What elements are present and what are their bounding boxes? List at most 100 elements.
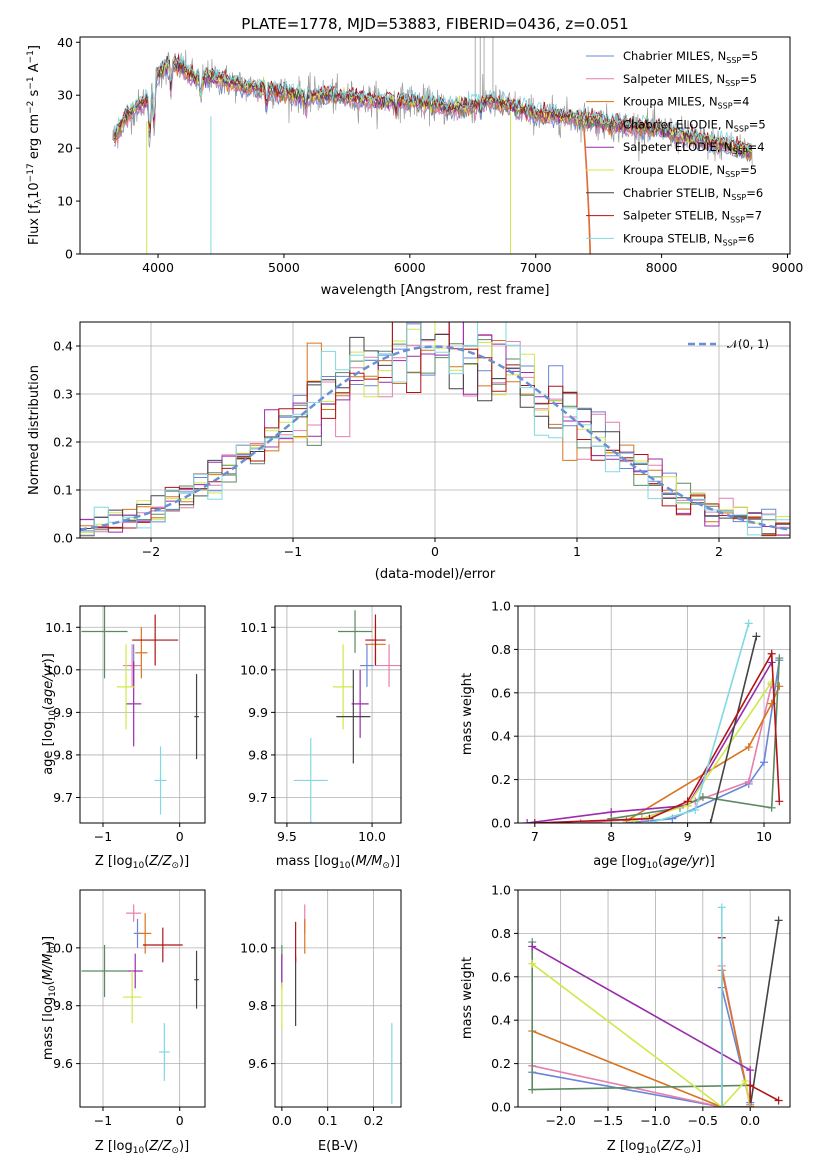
p5-marker-kroupa-stelib <box>645 819 654 823</box>
p2-ytick-label: 0.3 <box>53 387 73 402</box>
p5-ytick-label: 0.2 <box>491 772 511 787</box>
spectrum-title: PLATE=1778, MJD=53883, FIBERID=0436, z=0… <box>241 15 628 33</box>
p4-ytick-label: 9.7 <box>248 790 268 805</box>
age-metallicity-ylabel-main: age [log <box>41 722 56 775</box>
p8-marker-salpeter-stelib <box>746 1081 755 1090</box>
spectrum-frame <box>79 36 791 255</box>
spectrum-legend: Chabrier MILES, NSSP=5 Salpeter MILES, NS… <box>586 49 766 247</box>
p8-marker-kroupa-stelib <box>717 903 726 912</box>
p1-xtick-label: 9000 <box>772 260 804 275</box>
p4-ytick-label: 9.8 <box>248 747 268 762</box>
p4-ytick-label: 10.1 <box>240 620 268 635</box>
p8-ytick-label: 0.0 <box>491 1100 511 1115</box>
p1-ytick-label: 0 <box>65 247 73 262</box>
mass-metallicity-ylabel-main: mass [log <box>41 997 56 1060</box>
age-metallicity-xlabel: Z [log10(Z/Z⊙)] <box>95 854 189 871</box>
histogram-xlabel: (data-model)/error <box>375 567 496 582</box>
p7-xtick-label: 0.2 <box>364 1113 384 1128</box>
mass-vs-extinction-panel: 0.0 0.1 0.2 9.6 9.8 10.0 E(B-V) <box>240 889 402 1154</box>
weight-age-ylabel: mass weight <box>460 673 475 755</box>
spectrum-xlabel: wavelength [Angstrom, rest frame] <box>321 283 550 298</box>
p4-ytick-label: 10.0 <box>240 662 268 677</box>
p8-marker-kroupa-stelib <box>717 1103 726 1107</box>
model-kroupa-stelib <box>113 55 753 152</box>
p5-ytick-label: 0.0 <box>491 816 511 831</box>
weight-age-xlabel-main: age [log <box>593 854 646 869</box>
p1-xtick-label: 5000 <box>268 260 300 275</box>
legend-label-chabrier-elodie: Chabrier ELODIE, NSSP=5 <box>623 117 766 133</box>
mass-metallicity-frame <box>79 889 206 1108</box>
weight-metallicity-xlabel: Z [log10(Z/Z⊙)] <box>607 1139 701 1156</box>
p5-marker-chabrier-elodie <box>698 792 707 801</box>
p5-marker-salpeter-miles <box>744 777 753 786</box>
p8-marker-salpeter-stelib <box>774 1096 783 1105</box>
mass-weight-vs-age-panel: 7 8 9 10 0.0 0.2 0.4 0.6 0.8 1.0 age [log10(age/y… <box>460 599 791 871</box>
p5-xtick-label: 7 <box>531 829 539 844</box>
p8-xtick-label: −2.0 <box>545 1113 575 1128</box>
mass-metallicity-xlabel: Z [log10(Z/Z⊙)] <box>95 1139 189 1156</box>
histogram-chabrier-elodie <box>80 339 790 537</box>
spectrum-ylabel: Flux [fλ10−17 erg cm−2 s−1 A−1] <box>26 45 44 245</box>
histogram-chabrier-stelib <box>80 322 790 535</box>
p5-xtick-label: 8 <box>607 829 615 844</box>
weight-age-frame <box>517 605 791 824</box>
age-vs-mass-panel: 9.5 10.0 9.7 9.8 9.9 10.0 10.1 mass [log10(M/M… <box>240 605 402 871</box>
p5-marker-kroupa-miles <box>775 682 784 691</box>
weight-age-xlabel: age [log10(age/yr)] <box>593 854 715 871</box>
p7-xtick-label: 0.0 <box>272 1113 292 1128</box>
p5-marker-salpeter-elodie <box>523 819 532 823</box>
p5-marker-kroupa-stelib <box>744 619 753 628</box>
p1-xtick-label: 7000 <box>520 260 552 275</box>
normal-legend-label: 𝒩(0, 1) <box>727 337 769 351</box>
mass-metallicity-ylabel: mass [log10(M/M⊙)] <box>41 936 58 1060</box>
p5-marker-salpeter-elodie <box>607 808 616 817</box>
p5-marker-salpeter-stelib <box>683 797 692 806</box>
p7-ytick-label: 9.8 <box>248 998 268 1013</box>
p2-ytick-label: 0.2 <box>53 435 73 450</box>
legend-label-kroupa-miles: Kroupa MILES, NSSP=4 <box>623 95 749 111</box>
weight-metallicity-frame <box>517 889 791 1108</box>
p5-line-chabrier-stelib <box>649 636 758 823</box>
p3-ytick-label: 9.7 <box>53 790 73 805</box>
spectrum-ylabel-main: Flux [f <box>27 204 42 245</box>
p4-xtick-label: 9.5 <box>277 829 297 844</box>
p3-xtick-label: −1 <box>94 829 112 844</box>
p6-ytick-label: 10.0 <box>45 940 73 955</box>
p5-marker-chabrier-miles <box>760 758 769 767</box>
p8-marker-chabrier-elodie <box>528 1085 537 1094</box>
histogram-salpeter-elodie <box>80 322 790 536</box>
legend-label-chabrier-stelib: Chabrier STELIB, NSSP=6 <box>623 186 763 202</box>
p1-xtick-label: 4000 <box>142 260 174 275</box>
p8-ytick-label: 0.2 <box>491 1056 511 1071</box>
p5-marker-salpeter-miles <box>576 819 585 823</box>
legend-label-salpeter-stelib: Salpeter STELIB, NSSP=7 <box>623 209 762 225</box>
legend-label-chabrier-miles: Chabrier MILES, NSSP=5 <box>623 49 758 65</box>
p6-xtick-label: −1 <box>94 1113 112 1128</box>
mass-vs-metallicity-panel: −1 0 9.6 9.8 10.0 Z [log10(Z/Z⊙)] mass [log1… <box>41 889 206 1156</box>
p7-ytick-label: 10.0 <box>240 940 268 955</box>
p6-xtick-label: 0 <box>176 1113 184 1128</box>
p5-marker-chabrier-elodie <box>767 803 776 812</box>
age-metallicity-xlabel-main: Z [log <box>95 854 133 869</box>
p8-line-kroupa-elodie <box>531 963 751 1107</box>
p2-xtick-label: 1 <box>573 544 581 559</box>
p5-marker-chabrier-stelib <box>752 632 761 641</box>
mass-weight-vs-metallicity-panel: −2.0 −1.5 −1.0 −0.5 0.0 0.0 0.2 0.4 0.6 0.8 1.0 Z … <box>460 883 791 1156</box>
p2-xtick-label: −2 <box>142 544 160 559</box>
age-mass-xlabel: mass [log10(M/M⊙)] <box>276 854 400 871</box>
age-vs-metallicity-panel: −1 0 9.7 9.8 9.9 10.0 10.1 Z [log10(Z/Z⊙)] age… <box>41 605 206 871</box>
p8-marker-kroupa-stelib <box>746 1103 755 1107</box>
age-mass-xlabel-main: mass [log <box>276 854 339 869</box>
p2-ytick-label: 0.0 <box>53 531 73 546</box>
p5-marker-kroupa-miles <box>622 816 631 823</box>
normal-curve <box>80 345 790 531</box>
p5-ytick-label: 0.4 <box>491 729 511 744</box>
legend-label-kroupa-stelib: Kroupa STELIB, NSSP=6 <box>623 231 754 247</box>
p5-marker-chabrier-stelib <box>706 819 715 823</box>
p3-xtick-label: 0 <box>176 829 184 844</box>
p7-ytick-label: 9.6 <box>248 1056 268 1071</box>
p5-marker-chabrier-elodie <box>775 654 784 663</box>
p8-xtick-label: −1.0 <box>640 1113 670 1128</box>
